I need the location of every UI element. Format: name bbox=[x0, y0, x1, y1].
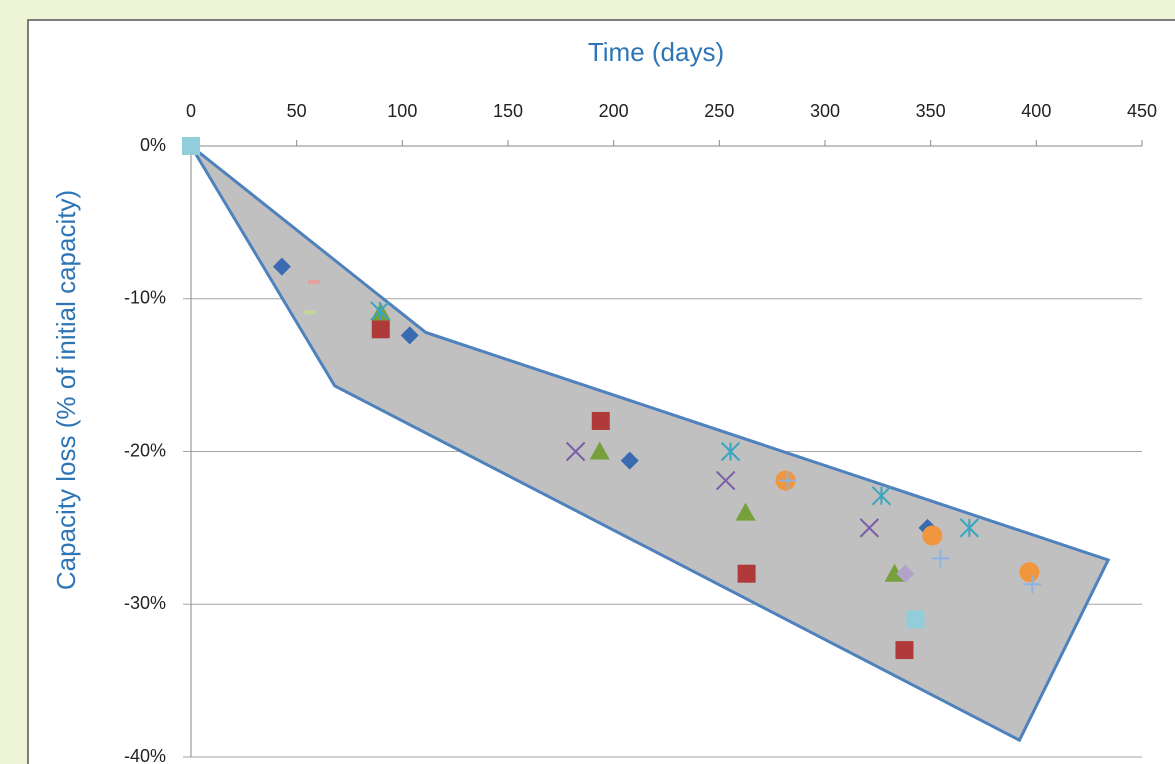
point bbox=[370, 301, 390, 321]
y-tick-label: 0% bbox=[140, 135, 166, 155]
chart-title: Time (days) bbox=[588, 37, 724, 67]
point bbox=[1023, 575, 1042, 594]
x-tick-label: 200 bbox=[599, 101, 629, 121]
point bbox=[931, 549, 950, 568]
x-tick-label: 300 bbox=[810, 101, 840, 121]
point bbox=[1019, 562, 1040, 583]
point bbox=[400, 326, 419, 345]
point bbox=[565, 441, 586, 462]
point bbox=[720, 441, 741, 462]
point bbox=[715, 470, 736, 491]
point bbox=[895, 641, 914, 660]
x-tick-label: 150 bbox=[493, 101, 523, 121]
point bbox=[591, 411, 610, 430]
x-tick-label: 50 bbox=[287, 101, 307, 121]
point bbox=[735, 502, 756, 521]
y-tick-label: -20% bbox=[124, 440, 166, 460]
envelope bbox=[189, 144, 1111, 743]
point bbox=[896, 564, 915, 583]
point bbox=[922, 525, 943, 546]
y-tick-label: -30% bbox=[124, 593, 166, 613]
x-tick-label: 450 bbox=[1127, 101, 1157, 121]
point bbox=[589, 441, 610, 460]
y-tick-label: -10% bbox=[124, 288, 166, 308]
point bbox=[620, 451, 639, 470]
x-tick-label: 250 bbox=[704, 101, 734, 121]
x-tick-label: 400 bbox=[1021, 101, 1051, 121]
point bbox=[871, 486, 892, 506]
point bbox=[272, 257, 291, 276]
y-tick-label: -40% bbox=[124, 746, 166, 764]
x-tick-label: 350 bbox=[916, 101, 946, 121]
point bbox=[182, 137, 200, 155]
point bbox=[959, 518, 980, 538]
y-axis-title: Capacity loss (% of initial capacity) bbox=[51, 190, 81, 590]
point bbox=[884, 563, 905, 582]
point bbox=[906, 610, 925, 629]
x-tick-label: 100 bbox=[387, 101, 417, 121]
x-tick-label: 0 bbox=[186, 101, 196, 121]
point bbox=[737, 564, 756, 583]
point bbox=[859, 518, 880, 538]
point bbox=[371, 320, 390, 339]
point bbox=[778, 471, 797, 490]
